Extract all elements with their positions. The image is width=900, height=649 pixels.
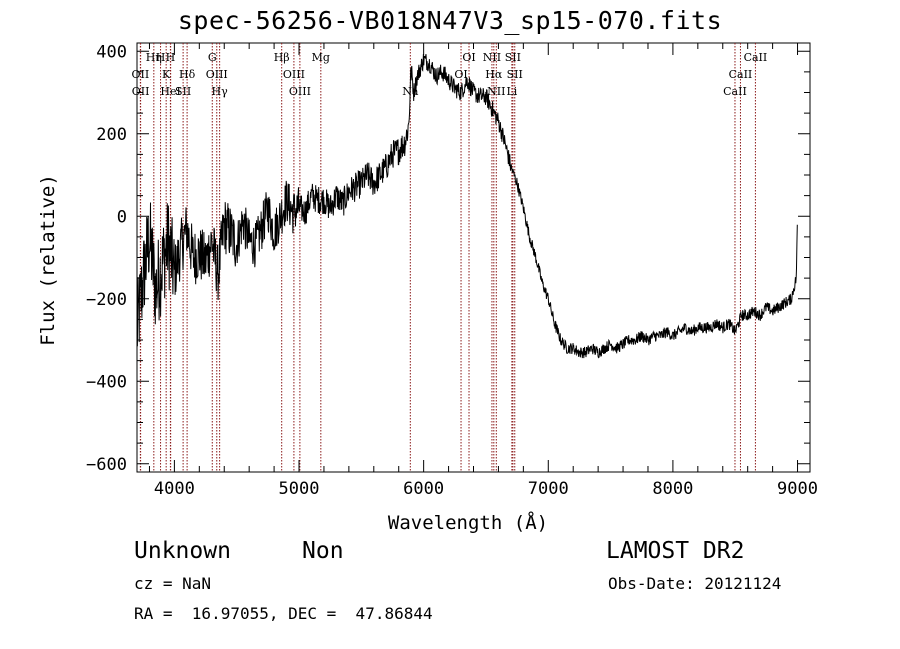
spectral-line-labels: OIIOIIHηHKHeIHSIIHδGOIIIHγHβOIIIOIIIMgNa… (132, 51, 768, 98)
y-tick-label: 200 (96, 125, 127, 145)
plot-frame (136, 42, 811, 473)
line-label: HeI (160, 85, 180, 98)
chart-title: spec-56256-VB018N47V3_sp15-070.fits (177, 6, 723, 35)
spectrum-series (136, 53, 798, 359)
axis-ticks: 4000 5000 6000 7000 8000 9000 −600 −400 −200 0 200… (86, 42, 818, 499)
line-label: Hα (485, 68, 503, 81)
redshift-cz: cz = NaN (134, 574, 212, 593)
plot-axes (136, 42, 811, 473)
line-label: CaII (723, 85, 747, 98)
y-axis-label: Flux (relative) (37, 174, 59, 346)
line-label: NII (483, 51, 501, 64)
ra-dec-coordinates: RA = 16.97055, DEC = 47.86844 (134, 604, 433, 623)
line-label: OIII (289, 85, 311, 98)
spectrum-line (136, 53, 798, 359)
x-tick-label: 7000 (528, 479, 569, 499)
line-label: OI (454, 68, 467, 81)
x-tick-label: 4000 (154, 479, 195, 499)
line-label: SII (507, 68, 523, 81)
line-label: OI (462, 51, 475, 64)
line-label: OII (132, 68, 150, 81)
y-tick-label: 400 (96, 42, 127, 62)
y-tick-label: −400 (86, 372, 127, 392)
y-tick-label: 0 (117, 207, 127, 227)
line-label: NII (487, 85, 505, 98)
x-tick-label: 9000 (777, 479, 818, 499)
object-class: Unknown (134, 538, 231, 564)
line-label: Mg (312, 51, 330, 64)
line-label: Hβ (274, 51, 290, 64)
line-label: K (162, 68, 171, 81)
y-tick-label: −600 (86, 455, 127, 475)
line-label: H (166, 51, 176, 64)
line-label: CaII (744, 51, 768, 64)
x-tick-label: 8000 (652, 479, 693, 499)
line-label: Li (506, 85, 517, 98)
object-subclass: Non (302, 538, 344, 564)
line-label: OIII (206, 68, 228, 81)
y-tick-label: −200 (86, 290, 127, 310)
line-label: Hδ (179, 68, 196, 81)
line-label: H (156, 51, 166, 64)
line-label: G (208, 51, 217, 64)
line-label: Hγ (212, 85, 229, 98)
survey-name: LAMOST DR2 (606, 538, 745, 564)
line-label: CaII (729, 68, 753, 81)
observation-date: Obs-Date: 20121124 (608, 574, 782, 593)
spectral-line-markers (139, 43, 756, 472)
x-tick-label: 5000 (279, 479, 320, 499)
line-label: OII (132, 85, 150, 98)
line-label: SII (505, 51, 521, 64)
line-label: OIII (283, 68, 305, 81)
line-label: SII (175, 85, 191, 98)
x-tick-label: 6000 (403, 479, 444, 499)
x-axis-label: Wavelength (Å) (388, 511, 548, 534)
line-label: Hη (146, 51, 162, 64)
